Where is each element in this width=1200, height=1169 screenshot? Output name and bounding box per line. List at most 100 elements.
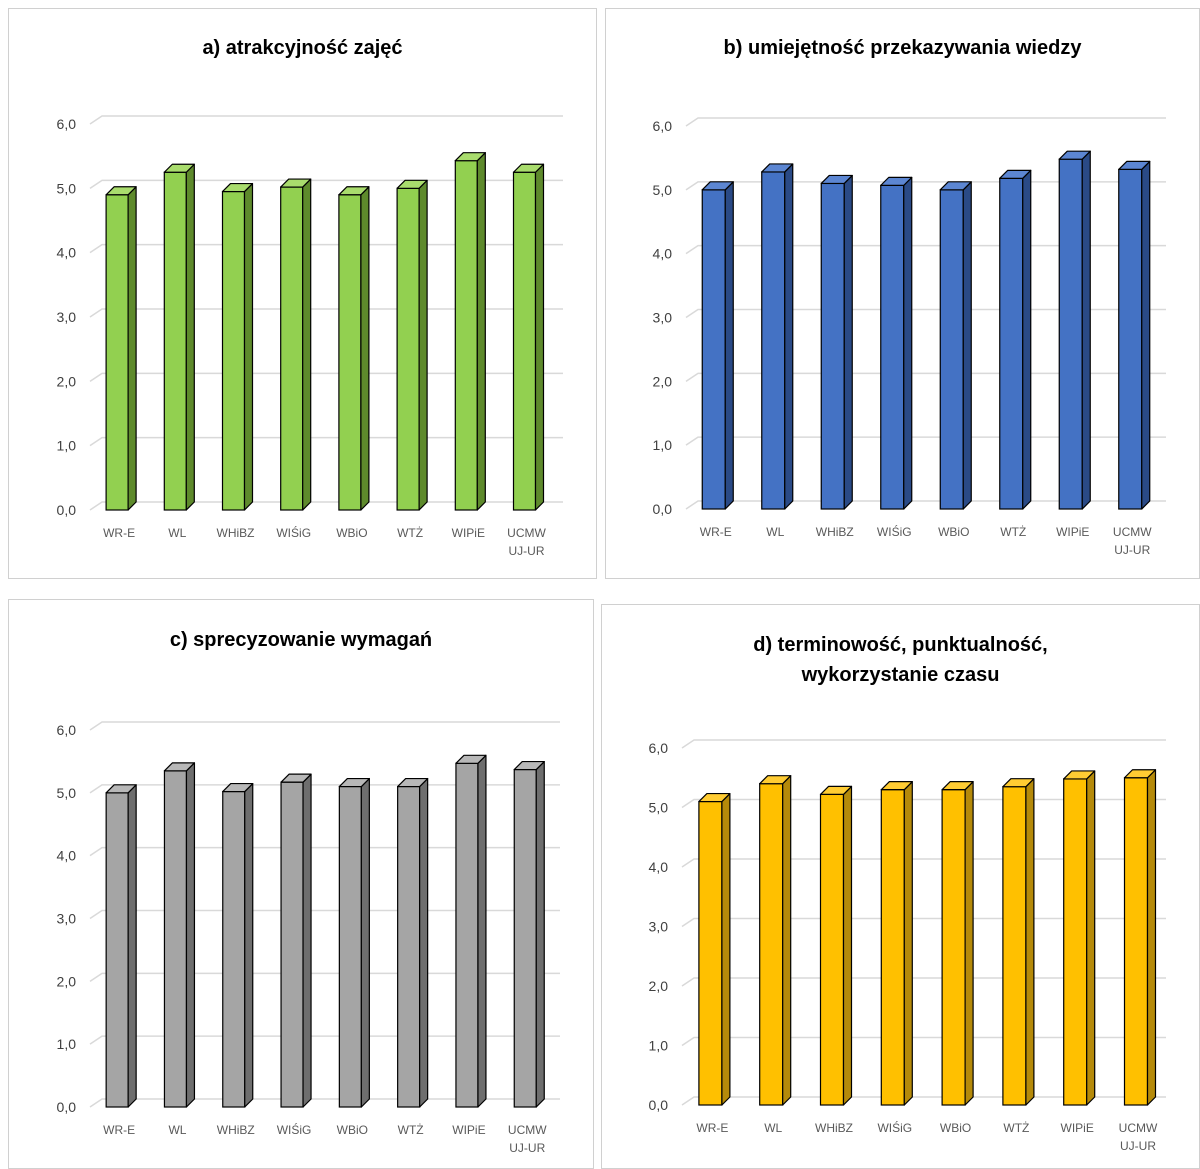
bar-top	[513, 760, 545, 771]
x-tick-label: WR-E	[103, 1123, 135, 1137]
chart-b-svg: b) umiejętność przekazywania wiedzy 0,0 1,…	[653, 37, 1166, 557]
bar-front	[280, 186, 304, 511]
bar	[820, 174, 853, 510]
chart-panel-c: c) sprecyzowanie wymagań 0,0 1,0 2,0 3,0 4,0 5…	[8, 599, 594, 1169]
chart-panel-a: a) atrakcyjność zajęć 0,0 1,0 2,0 3,0 4,0 5,0 6…	[8, 8, 597, 579]
bar-side	[185, 762, 196, 1108]
bar-side	[903, 781, 913, 1106]
bar-top	[454, 152, 486, 162]
bar	[222, 782, 254, 1108]
bar-top	[1002, 778, 1035, 788]
bar-front	[759, 783, 784, 1106]
x-tick-label: WIPiE	[452, 1123, 485, 1137]
x-tick-label: UJ-UR	[1120, 1139, 1156, 1153]
bar	[1118, 160, 1151, 510]
gridline	[89, 721, 560, 731]
x-tick-label: WIPiE	[1056, 525, 1089, 539]
bar	[396, 179, 428, 511]
bar	[455, 754, 487, 1108]
bar-top	[396, 179, 428, 189]
bar-top	[1063, 770, 1096, 780]
bar-top	[759, 775, 792, 785]
x-tick-label: UCMW	[1119, 1121, 1158, 1135]
bar-side	[302, 178, 312, 511]
y-tick-label: 2,0	[57, 373, 77, 389]
bar-side	[842, 785, 853, 1106]
chart-d-svg: d) terminowość, punktualność, wykorzystan…	[649, 634, 1166, 1153]
gridline	[89, 909, 560, 920]
bar-side	[1022, 169, 1032, 510]
x-tick-label: WR-E	[700, 525, 732, 539]
bar-front	[455, 762, 479, 1108]
bar-side	[964, 781, 974, 1106]
bar-side	[127, 784, 137, 1108]
bar	[280, 773, 312, 1108]
bar-front	[819, 793, 845, 1106]
bar-front	[941, 789, 966, 1106]
bar-top	[280, 773, 312, 783]
chart-title: wykorzystanie czasu	[801, 664, 1000, 686]
gridline	[685, 308, 1166, 319]
y-tick-label: 6,0	[57, 722, 77, 738]
bar-side	[1025, 778, 1035, 1106]
bar-side	[243, 182, 254, 511]
bar-top	[280, 178, 312, 188]
gridline	[89, 972, 560, 982]
bar-front	[939, 189, 964, 510]
bar-front	[880, 184, 905, 510]
chart-a-svg: a) atrakcyjność zajęć 0,0 1,0 2,0 3,0 4,0 5,0 6…	[57, 37, 563, 558]
y-tick-label: 3,0	[57, 911, 77, 927]
bar	[163, 762, 196, 1108]
bar-side	[784, 163, 794, 510]
bar-front	[1002, 786, 1027, 1106]
x-tick-label: UCMW	[508, 1123, 547, 1137]
y-tick-label: 6,0	[57, 116, 77, 132]
bar	[819, 785, 853, 1106]
bar-top	[221, 182, 254, 193]
bar-top	[698, 792, 731, 803]
bar-side	[419, 777, 429, 1108]
bar-front	[1063, 778, 1088, 1106]
gridline	[681, 739, 1166, 749]
x-tick-label: WL	[168, 526, 186, 540]
x-tick-label: WL	[766, 525, 784, 539]
y-tick-label: 0,0	[57, 1099, 77, 1115]
x-tick-label: WBiO	[938, 525, 969, 539]
bar-top	[105, 784, 137, 794]
bar	[1058, 150, 1091, 510]
gridline	[89, 846, 560, 857]
x-tick-label: UCMW	[1113, 525, 1152, 539]
chart-title: a) atrakcyjność zajęć	[202, 37, 402, 59]
x-tick-label: WIPiE	[452, 526, 485, 540]
bar-side	[127, 186, 137, 511]
bar-side	[962, 181, 972, 510]
bar-front	[163, 770, 188, 1108]
bar-top	[163, 762, 196, 772]
bar-top	[999, 169, 1032, 179]
bar-front	[1058, 158, 1083, 510]
x-tick-label: WIPiE	[1061, 1121, 1094, 1135]
bar	[701, 181, 734, 510]
bar-front	[999, 177, 1024, 510]
x-tick-label: UCMW	[507, 526, 546, 540]
bar	[759, 775, 792, 1106]
bar-top	[455, 754, 487, 764]
bar-side	[1081, 150, 1091, 510]
bar-front	[1123, 777, 1149, 1106]
y-tick-label: 1,0	[653, 437, 673, 453]
x-tick-label: UJ-UR	[1114, 543, 1150, 557]
bar-top	[222, 782, 254, 793]
y-tick-label: 0,0	[57, 502, 77, 518]
y-tick-label: 1,0	[57, 438, 77, 454]
bar	[939, 181, 972, 510]
y-tick-label: 2,0	[649, 978, 669, 994]
bar	[163, 163, 195, 511]
bar-side	[1141, 160, 1151, 510]
y-tick-label: 5,0	[57, 785, 77, 801]
bar-side	[1146, 769, 1157, 1106]
bar-front	[163, 171, 187, 511]
gridline	[89, 308, 563, 318]
bar-front	[701, 189, 726, 510]
bar-front	[880, 789, 905, 1106]
y-tick-label: 2,0	[57, 973, 77, 989]
